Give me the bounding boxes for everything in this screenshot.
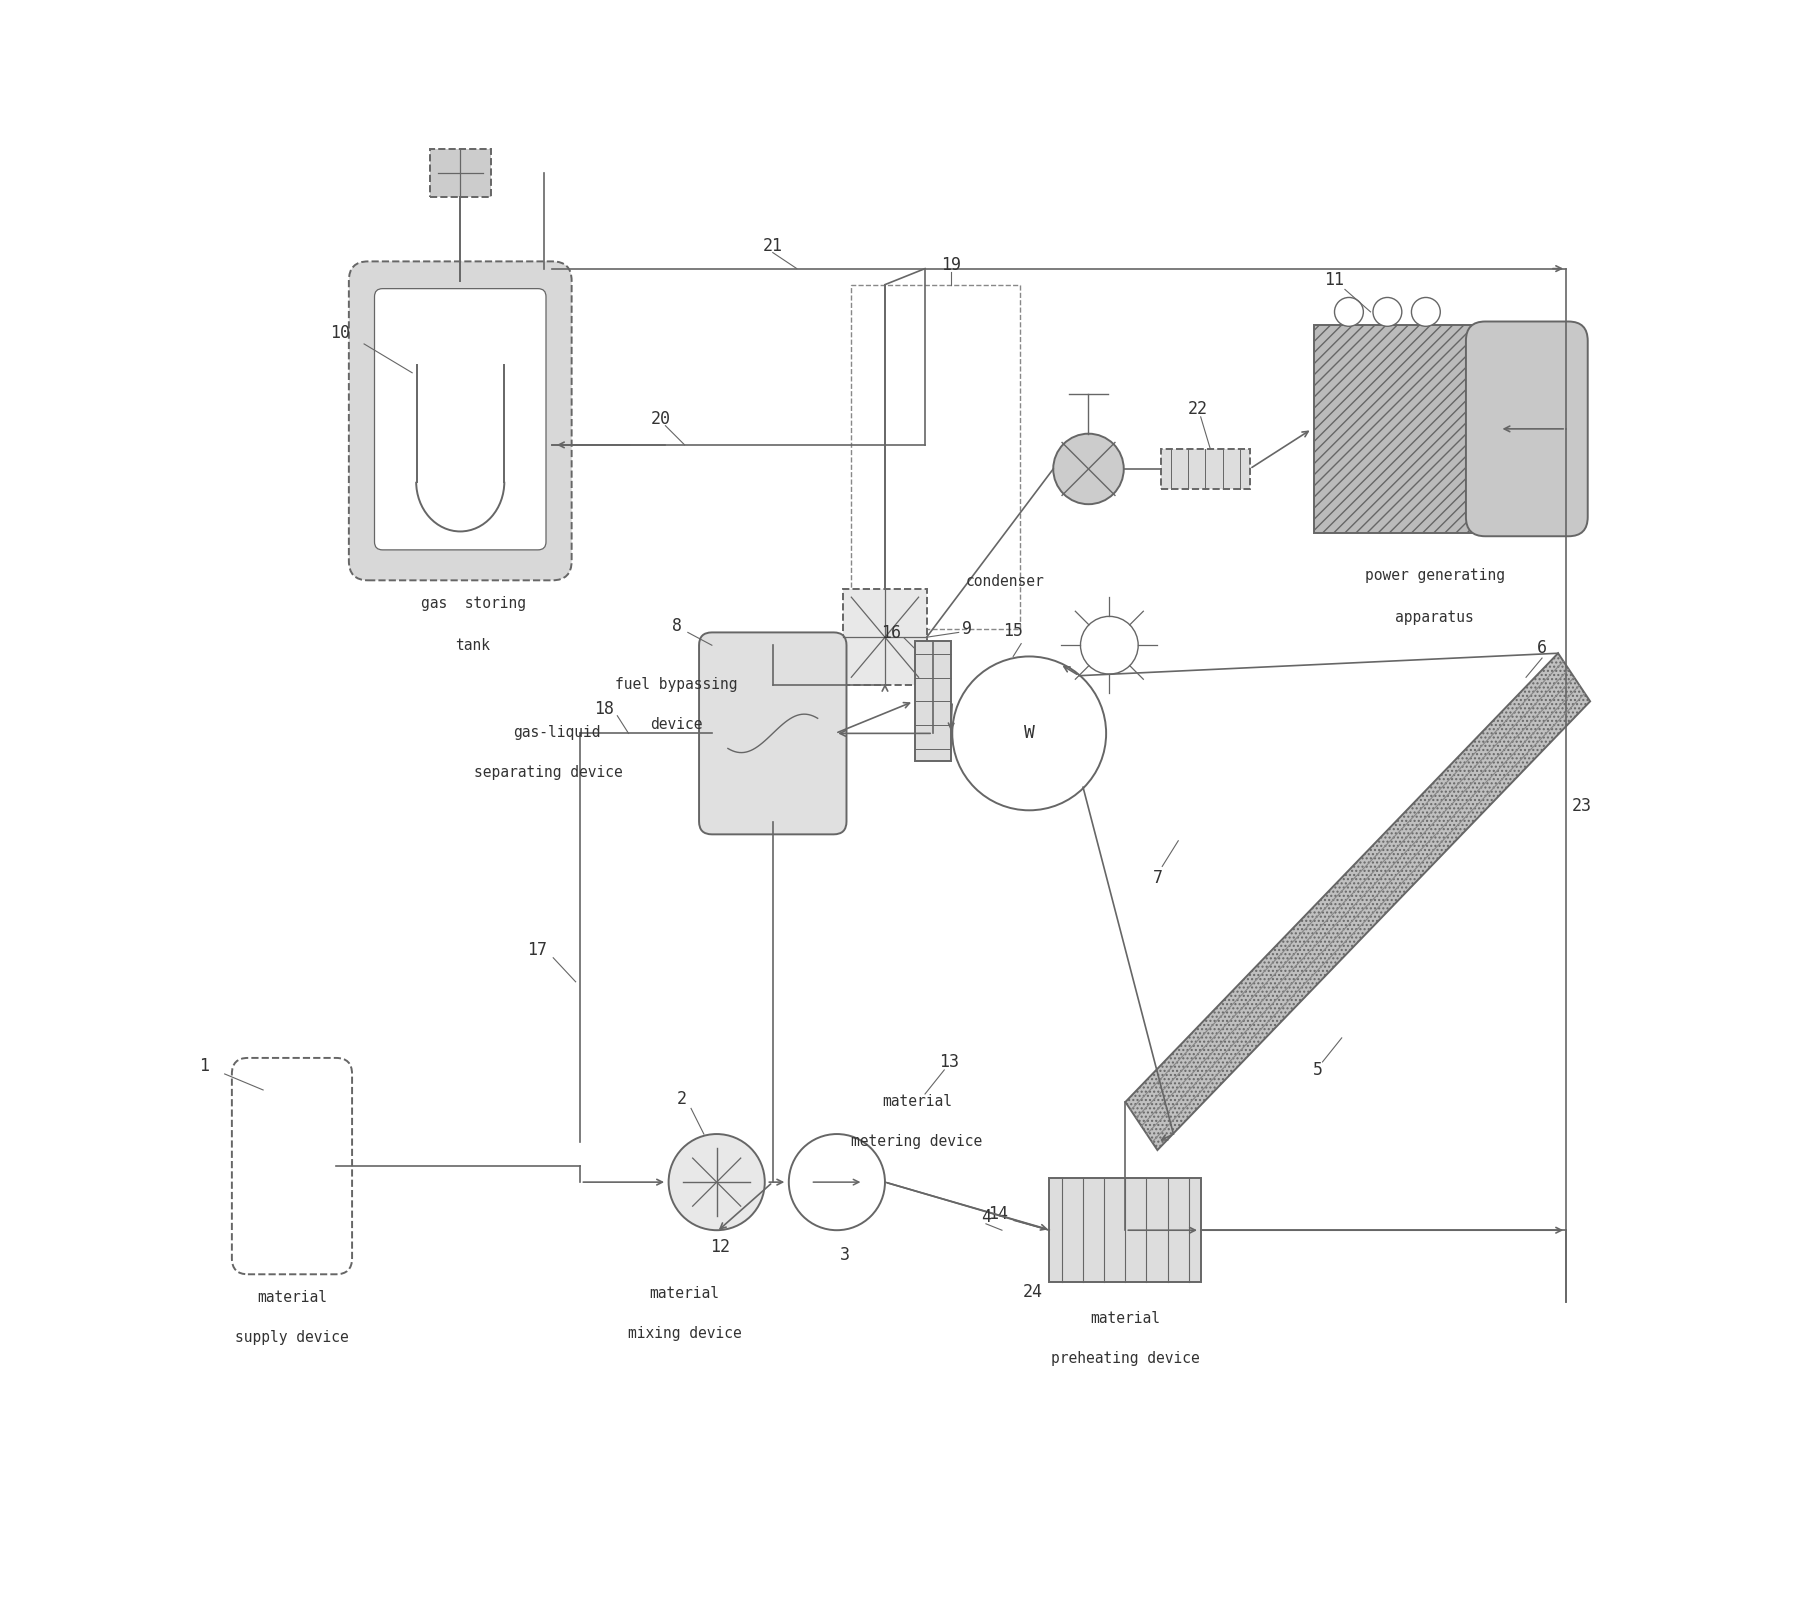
Text: material: material [1091,1311,1160,1326]
Bar [844,590,927,685]
Text: 3: 3 [840,1247,849,1265]
Circle shape [1373,298,1402,327]
Text: 23: 23 [1573,796,1593,815]
Circle shape [1080,617,1138,673]
FancyBboxPatch shape [700,633,847,834]
Text: 16: 16 [882,623,902,643]
Text: 11: 11 [1324,271,1344,288]
FancyBboxPatch shape [375,288,545,549]
Text: apparatus: apparatus [1394,611,1474,625]
FancyBboxPatch shape [233,1058,353,1274]
Circle shape [1053,433,1124,504]
Text: 6: 6 [1536,640,1547,657]
Text: material: material [882,1094,953,1108]
Text: gas-liquid: gas-liquid [513,725,600,741]
Circle shape [953,656,1105,810]
Text: 9: 9 [962,620,971,638]
Text: 15: 15 [1004,622,1024,641]
FancyBboxPatch shape [1465,322,1587,536]
Circle shape [1334,298,1364,327]
Text: gas  storing: gas storing [420,596,525,611]
Text: power generating: power generating [1365,569,1505,583]
Text: W: W [1024,725,1034,743]
Text: 14: 14 [987,1205,1007,1223]
Bar [429,150,491,197]
Text: fuel bypassing: fuel bypassing [614,677,738,693]
Text: 21: 21 [764,237,784,255]
Bar [1049,1178,1202,1282]
Text: 1: 1 [198,1057,209,1075]
Text: 20: 20 [651,411,671,429]
Text: preheating device: preheating device [1051,1352,1200,1366]
Circle shape [669,1134,765,1231]
Text: supply device: supply device [235,1331,349,1345]
Text: tank: tank [456,638,491,652]
Text: metering device: metering device [851,1134,984,1149]
Text: separating device: separating device [474,765,624,780]
Text: 18: 18 [594,701,614,719]
Text: 22: 22 [1187,400,1207,417]
Bar [851,285,1020,630]
Text: 7: 7 [1153,868,1162,886]
FancyBboxPatch shape [349,261,571,580]
Text: 24: 24 [1024,1282,1044,1302]
Text: 10: 10 [331,324,351,342]
Text: 2: 2 [676,1089,687,1108]
Bar [1162,449,1249,490]
Text: material: material [649,1286,720,1302]
Text: 17: 17 [527,941,547,959]
Polygon shape [1125,652,1591,1150]
Text: 19: 19 [942,256,962,274]
Text: 5: 5 [1313,1062,1324,1079]
Circle shape [789,1134,885,1231]
Text: mixing device: mixing device [627,1326,742,1342]
Text: 4: 4 [982,1208,991,1226]
Text: 13: 13 [940,1054,960,1071]
Text: 8: 8 [671,617,682,635]
Text: condenser: condenser [965,574,1045,590]
Text: material: material [256,1290,327,1305]
Circle shape [1411,298,1440,327]
Text: 12: 12 [709,1239,729,1257]
Bar [1314,325,1498,533]
Text: device: device [651,717,704,733]
Bar [916,641,951,762]
